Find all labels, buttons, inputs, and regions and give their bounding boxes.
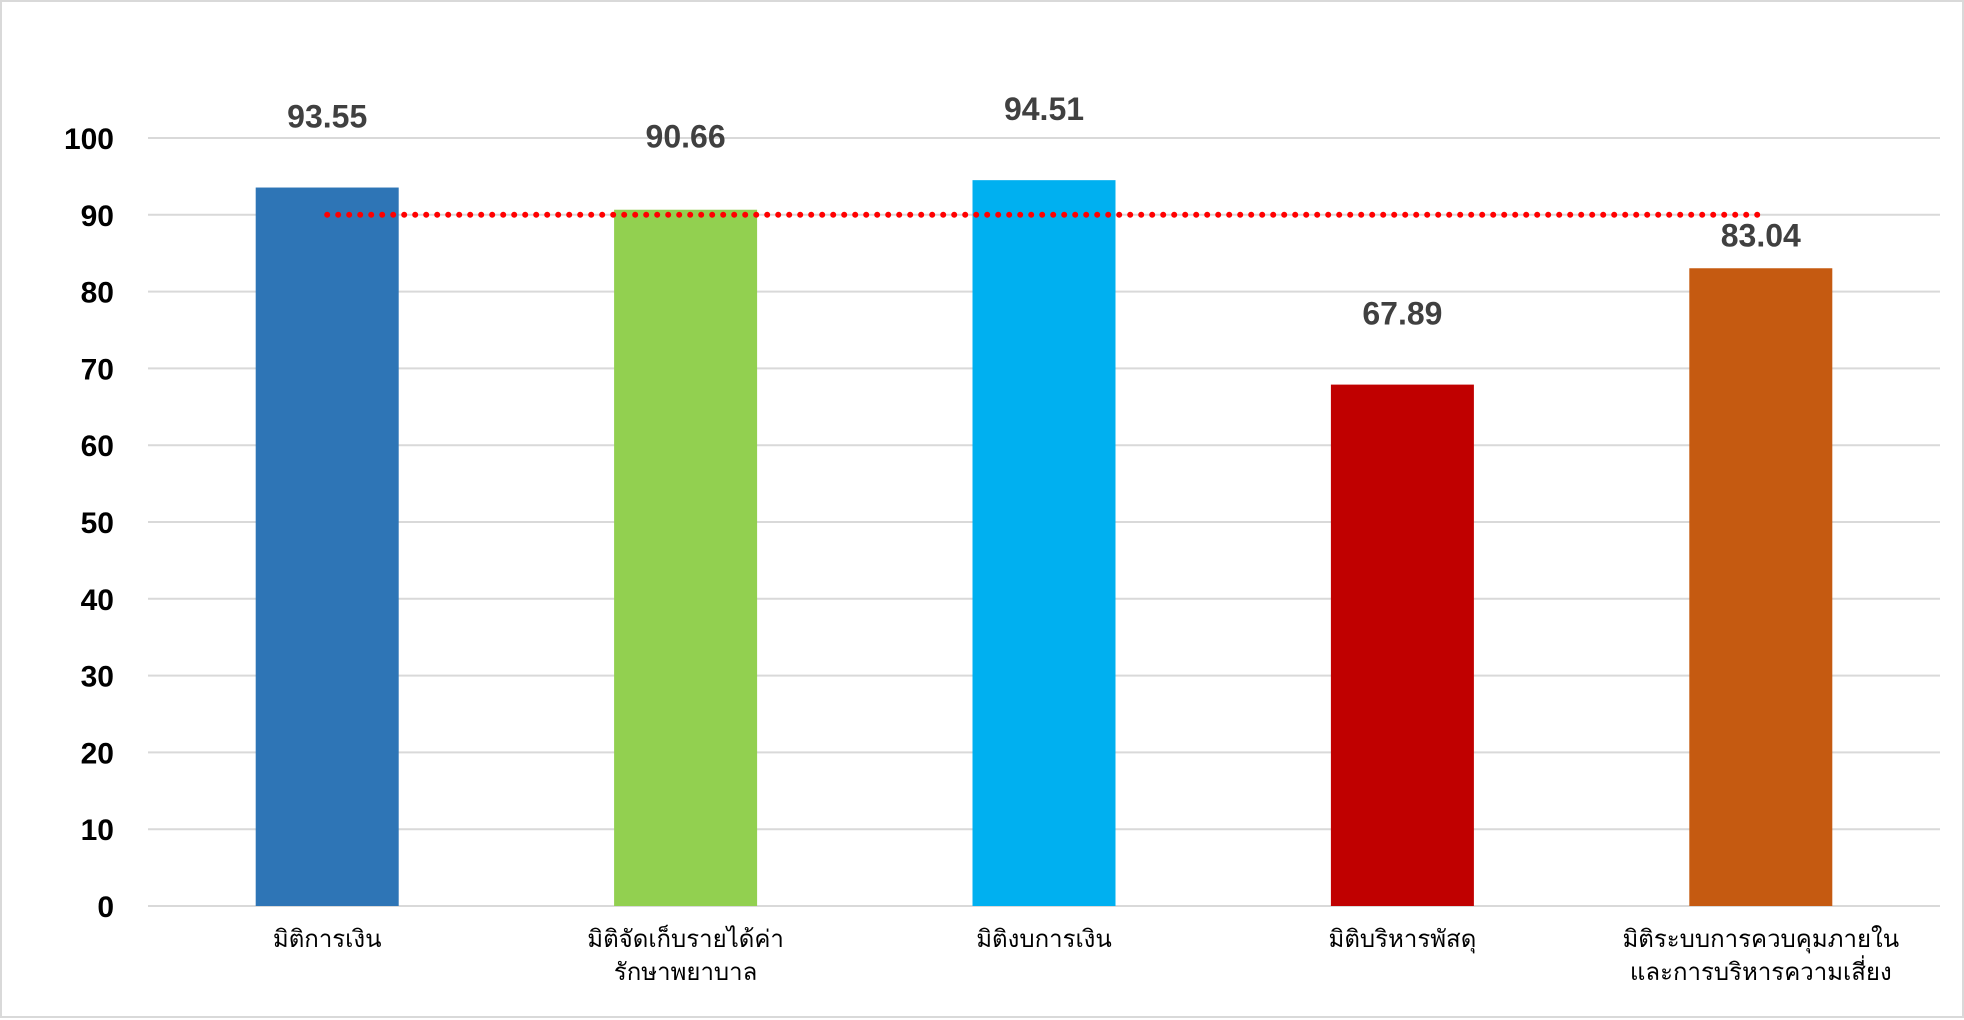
y-tick-label: 100 <box>64 123 114 156</box>
y-tick-label: 70 <box>81 353 114 386</box>
category-label: รักษาพยาบาล <box>614 958 758 986</box>
y-tick-label: 80 <box>81 277 114 310</box>
bar-1 <box>255 187 399 906</box>
data-label-5: 83.04 <box>1721 217 1801 253</box>
bar-3 <box>972 180 1116 906</box>
category-label: มิติจัดเก็บรายได้ค่า <box>587 924 784 953</box>
y-axis-ticks: 0 10 20 30 40 50 60 70 80 90 100 <box>64 123 114 924</box>
category-label: และการบริหารความเสี่ยง <box>1630 955 1892 986</box>
y-tick-label: 60 <box>81 430 114 463</box>
category-label: มิติงบการเงิน <box>976 925 1112 953</box>
data-label-2: 90.66 <box>646 119 726 155</box>
bar-4 <box>1330 384 1474 906</box>
x-axis-categories: มิติการเงิน มิติจัดเก็บรายได้ค่ารักษาพยาบ… <box>273 924 1899 986</box>
y-tick-label: 30 <box>81 661 114 694</box>
data-label-1: 93.55 <box>287 99 367 135</box>
data-label-4: 67.89 <box>1362 296 1442 332</box>
data-labels: 93.55 90.66 94.51 67.89 83.04 <box>287 91 1801 331</box>
bar-5 <box>1689 268 1833 906</box>
bar-2 <box>614 209 758 906</box>
y-tick-label: 50 <box>81 507 114 540</box>
y-tick-label: 40 <box>81 584 114 617</box>
data-label-3: 94.51 <box>1004 91 1084 127</box>
y-tick-label: 90 <box>81 200 114 233</box>
category-label: มิติบริหารพัสดุ <box>1329 925 1477 954</box>
y-tick-label: 0 <box>97 891 114 924</box>
category-label: มิติระบบการควบคุมภายใน <box>1622 925 1899 954</box>
bars <box>255 180 1833 906</box>
y-tick-label: 20 <box>81 737 114 770</box>
y-tick-label: 10 <box>81 814 114 847</box>
category-label: มิติการเงิน <box>273 925 382 953</box>
